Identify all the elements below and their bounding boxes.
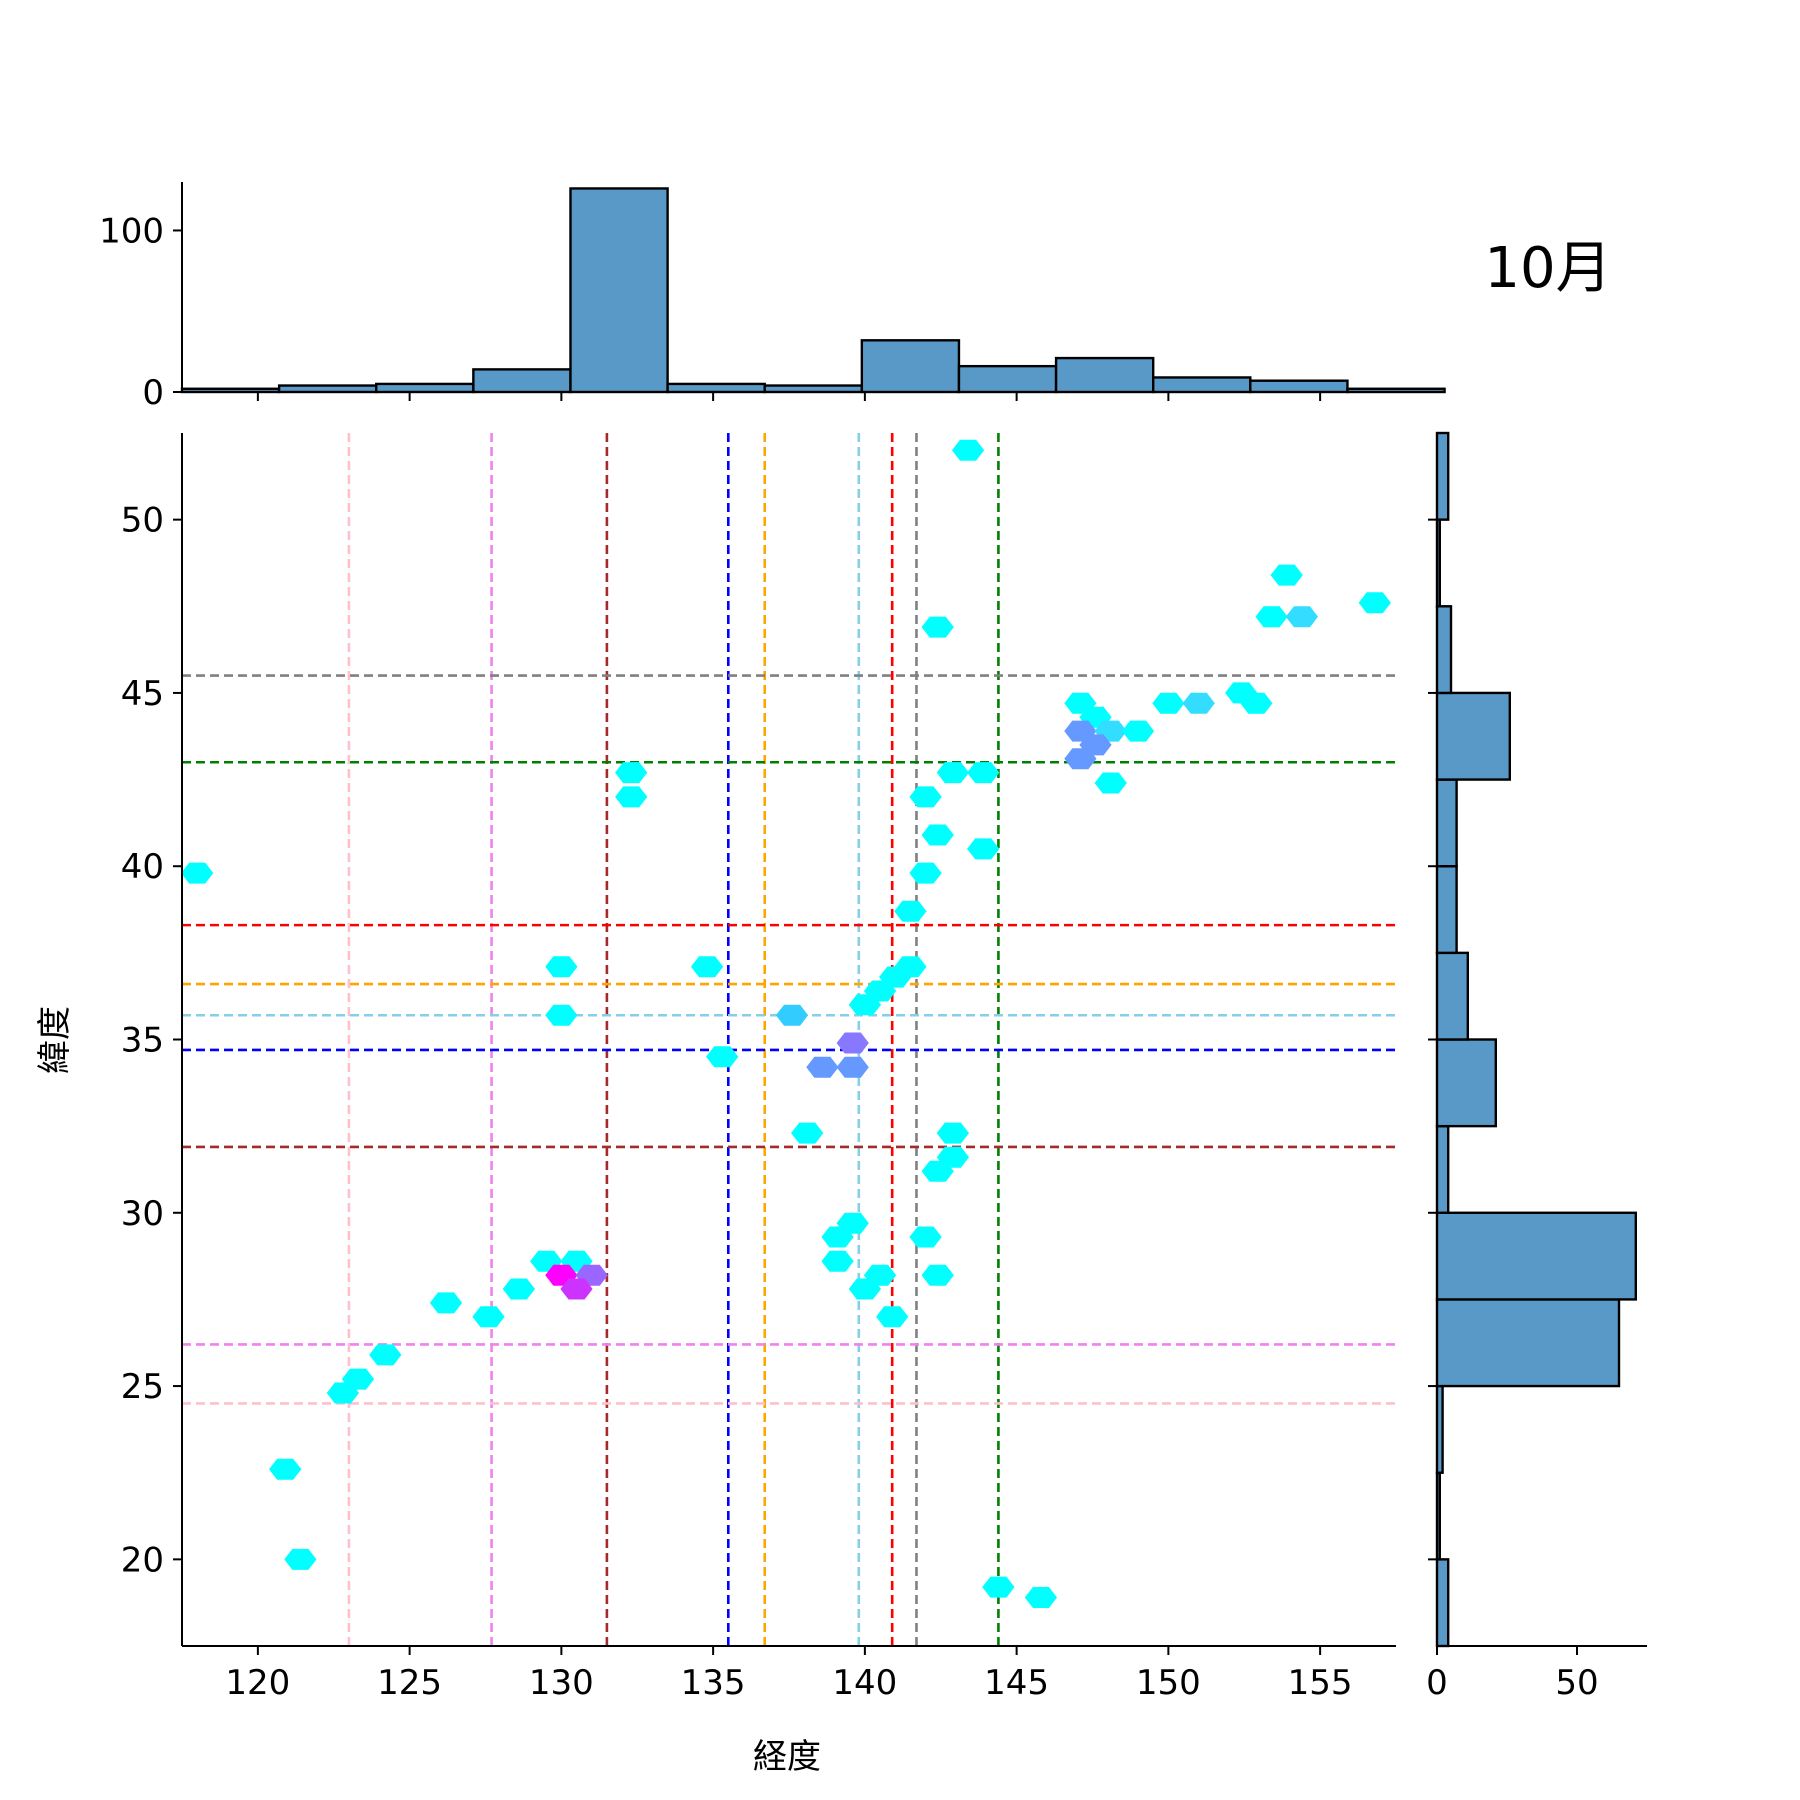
hexbin-cell — [848, 994, 882, 1016]
hexbin-cell — [690, 956, 724, 978]
hexbin-cell — [806, 1056, 839, 1078]
hexbin-cell — [1024, 1587, 1058, 1608]
hexbin-cell — [921, 1264, 954, 1286]
y-tick-label: 35 — [121, 1021, 164, 1061]
hexbin-cell — [1094, 772, 1127, 794]
hexbin-cell — [967, 838, 1000, 860]
top-hist-bar — [1054, 356, 1155, 394]
right-marginal-histogram: 0 50 — [1426, 431, 1647, 1703]
hexbin-cell — [181, 862, 214, 884]
y-tick-label: 40 — [121, 847, 164, 887]
top-hist-bar — [1151, 376, 1252, 394]
hexbin-cell — [502, 1278, 536, 1300]
hexbin-cell — [1240, 692, 1273, 714]
hexbin-cell — [1121, 720, 1155, 742]
y-tick-label: 30 — [121, 1194, 164, 1234]
y-tick-label: 20 — [121, 1540, 164, 1580]
hexbin-cell — [821, 1226, 854, 1248]
hexbin-cell — [1270, 564, 1303, 586]
hexbin-cell — [775, 1004, 809, 1026]
hexbin-cell — [909, 786, 942, 808]
hexbin-cell — [921, 1160, 954, 1182]
hexbin-cell — [909, 1226, 942, 1248]
hexbin-cell — [791, 1122, 824, 1144]
hexbin-cell — [1064, 748, 1097, 770]
top-hist-bar — [1249, 379, 1349, 394]
hexbin-cell — [951, 439, 985, 461]
hexbin-cell — [909, 862, 942, 884]
y-tick-label: 45 — [121, 674, 164, 714]
hexbin-cell — [848, 1278, 882, 1300]
x-tick-label: 150 — [1136, 1663, 1201, 1703]
hexbin-cell — [706, 1046, 739, 1068]
hexbin-cell — [429, 1292, 463, 1314]
hexbin-plot: 120 125 130 135 140 145 150 155 20 25 30 35 40 45 50 — [121, 433, 1396, 1703]
y-tick-label: 25 — [121, 1367, 164, 1407]
x-tick-label: 145 — [984, 1663, 1049, 1703]
top-hist-bar — [472, 368, 572, 394]
hexbin-cell — [921, 824, 954, 846]
right-hist-x-tick-label: 50 — [1555, 1663, 1598, 1703]
hexbin-cell — [836, 1032, 869, 1054]
hexbin-cell — [545, 1004, 578, 1026]
hexbin-cell — [876, 1306, 909, 1328]
hexbin-cell — [472, 1306, 505, 1328]
top-hist-bar — [860, 339, 961, 394]
right-hist-bar — [1435, 691, 1512, 781]
hexbin-cell — [936, 762, 970, 784]
chart-title: 10月 — [1484, 236, 1611, 301]
hexbin-cell — [284, 1548, 317, 1570]
hexbin-cell — [545, 956, 578, 978]
hexbin-cell — [921, 616, 954, 638]
hexbin-cell — [560, 1278, 593, 1300]
right-hist-bar — [1435, 1211, 1638, 1301]
top-hist-y-tick-label: 0 — [142, 373, 164, 413]
top-marginal-histogram: 0 100 — [99, 182, 1446, 413]
top-hist-bar — [569, 187, 669, 394]
x-tick-label: 120 — [225, 1663, 290, 1703]
x-tick-label: 135 — [681, 1663, 746, 1703]
x-tick-label: 130 — [529, 1663, 594, 1703]
x-tick-label: 125 — [377, 1663, 442, 1703]
y-axis-label: 緯度 — [35, 1006, 75, 1074]
x-axis-label: 経度 — [753, 1737, 821, 1777]
right-hist-bar — [1435, 951, 1469, 1041]
hexbin-cell — [269, 1458, 302, 1480]
hexbin-cell — [326, 1382, 360, 1404]
right-hist-bar — [1435, 1298, 1621, 1388]
right-hist-bar — [1435, 778, 1458, 868]
top-hist-bar — [666, 382, 766, 394]
hexbin-cell — [967, 762, 1000, 784]
right-hist-x-tick-label: 0 — [1426, 1663, 1448, 1703]
hexbin-cell — [615, 762, 648, 784]
right-hist-bar — [1435, 865, 1458, 955]
hexbin-cell — [821, 1250, 854, 1272]
hexbin-cell — [1285, 606, 1319, 628]
hexbin-cell — [369, 1344, 402, 1366]
hexbin-cell — [894, 900, 927, 922]
hexbin-cell — [1358, 592, 1391, 614]
y-tick-label: 50 — [121, 501, 164, 541]
top-hist-bar — [957, 364, 1058, 394]
right-hist-bar — [1435, 1558, 1450, 1648]
top-hist-y-tick-label: 100 — [99, 211, 164, 251]
hexbin-cell — [615, 786, 648, 808]
right-hist-bar — [1435, 1038, 1497, 1128]
x-tick-label: 155 — [1288, 1663, 1353, 1703]
hexbin-cell — [1152, 692, 1185, 714]
right-hist-bar — [1435, 1124, 1450, 1214]
top-hist-bar — [375, 382, 475, 394]
right-hist-bar — [1435, 605, 1453, 695]
hexbin-cell — [1255, 606, 1288, 628]
hexbin-cell — [936, 1122, 970, 1144]
hexbin-cell — [982, 1576, 1015, 1598]
right-hist-bar — [1435, 431, 1450, 521]
x-tick-label: 140 — [832, 1663, 897, 1703]
hexbin-cell — [1182, 692, 1215, 714]
hexbin-cell — [836, 1056, 869, 1078]
